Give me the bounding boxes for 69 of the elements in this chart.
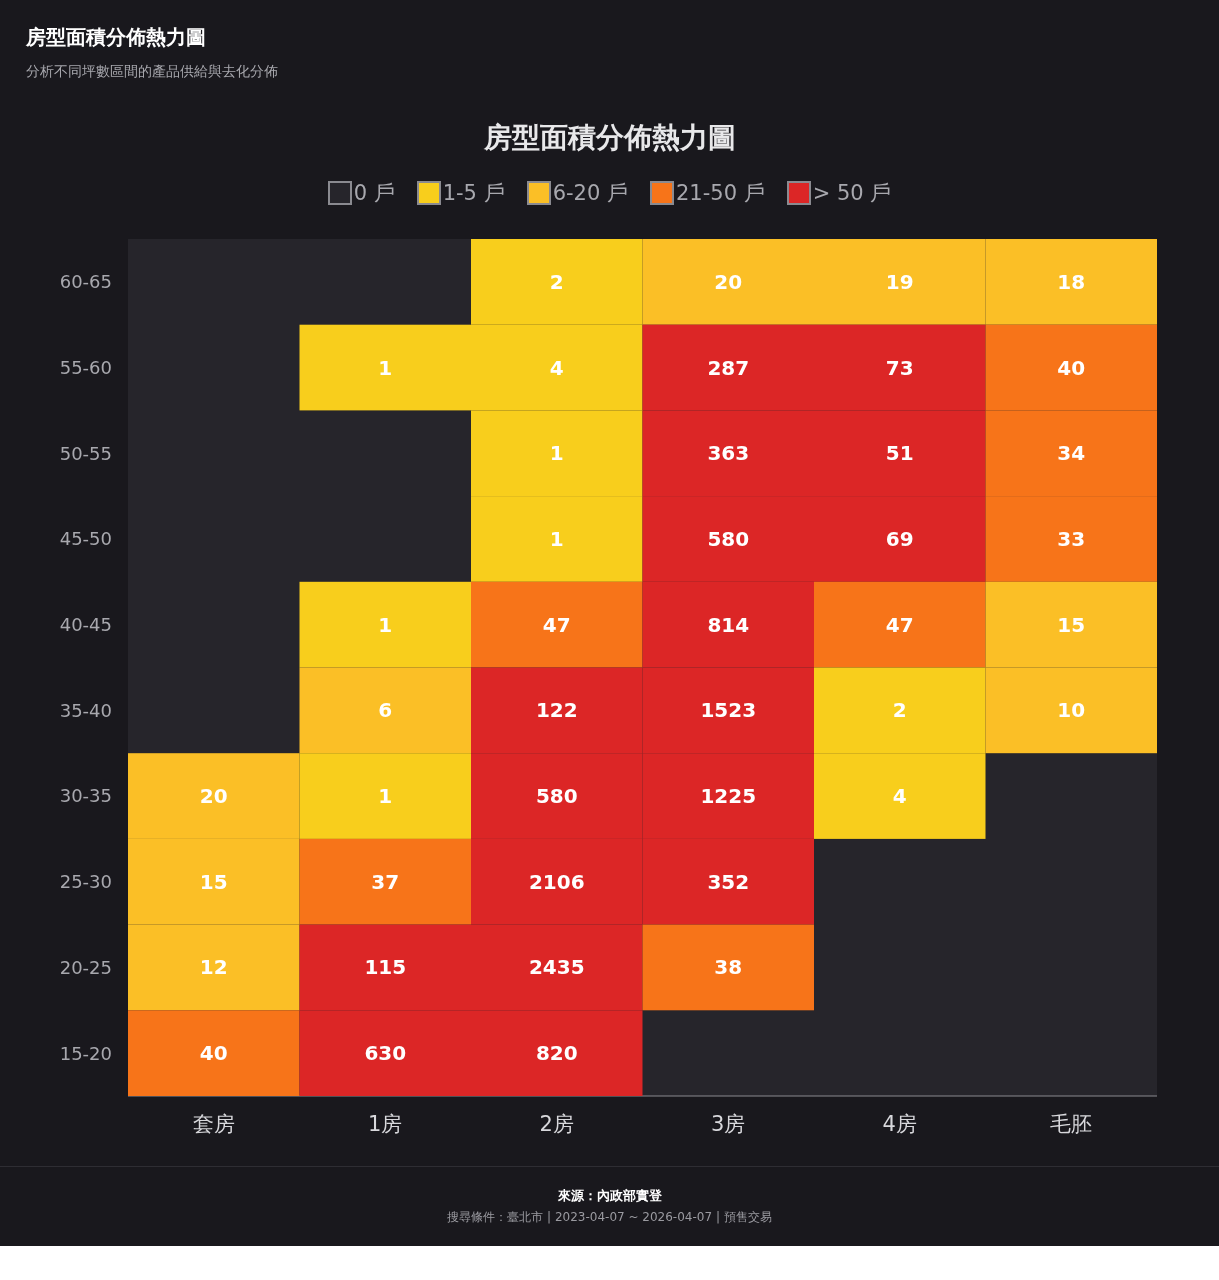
- y-tick-label: 30-35: [59, 785, 112, 807]
- data-label: 814: [707, 612, 750, 637]
- legend-label: 6-20 戶: [552, 180, 628, 207]
- data-label: 122: [535, 698, 578, 723]
- data-label: 2106: [528, 869, 585, 894]
- y-tick-label: 15-20: [59, 1042, 112, 1064]
- data-label: 363: [707, 441, 750, 466]
- text: 搜尋條件：臺北市 | 2023-04-07 ~ 2026-04-07 | 預售交易: [446, 1209, 773, 1226]
- y-tick-label: 55-60: [59, 356, 112, 378]
- data-label: 580: [707, 526, 750, 551]
- data-label: 1225: [700, 784, 757, 809]
- data-label: 40: [199, 1041, 228, 1066]
- y-tick-label: 20-25: [59, 956, 112, 978]
- data-label: 352: [707, 869, 750, 894]
- y-tick-label: 45-50: [59, 528, 112, 550]
- x-tick-label: 3房: [711, 1111, 746, 1136]
- x-tick-label: 毛胚: [1050, 1111, 1093, 1136]
- data-label: 12: [199, 955, 228, 980]
- y-tick-label: 25-30: [59, 871, 112, 893]
- data-label: 51: [885, 441, 914, 466]
- data-label: 34: [1057, 441, 1086, 466]
- data-label: 19: [885, 269, 914, 294]
- legend-label: 1-5 戶: [442, 180, 505, 207]
- data-label: 2435: [528, 955, 585, 980]
- x-tick-label: 2房: [539, 1111, 574, 1136]
- data-label: 580: [535, 784, 578, 809]
- data-label: 20: [199, 784, 228, 809]
- y-tick-label: 35-40: [59, 699, 112, 721]
- data-label: 1: [378, 355, 393, 380]
- chart-subtitle: 分析不同坪數區間的產品供給與去化分佈: [26, 63, 279, 81]
- data-label: 10: [1057, 698, 1086, 723]
- data-label: 20: [714, 269, 743, 294]
- data-label: 38: [714, 955, 743, 980]
- data-label: 287: [707, 355, 750, 380]
- data-label: 4: [892, 784, 907, 809]
- data-label: 6: [378, 698, 393, 723]
- data-label: 1: [378, 612, 393, 637]
- data-label: 115: [364, 955, 407, 980]
- data-label: 40: [1057, 355, 1086, 380]
- data-label: 33: [1057, 526, 1086, 551]
- chart-title: 房型面積分佈熱力圖: [482, 120, 737, 156]
- legend-label: > 50 戶: [812, 180, 892, 207]
- text: 來源：內政部實登: [556, 1187, 663, 1205]
- x-tick-label: 1房: [368, 1111, 403, 1136]
- x-tick-label: 4房: [882, 1111, 917, 1136]
- data-label: 1: [378, 784, 393, 809]
- y-tick-label: 40-45: [59, 614, 112, 636]
- y-tick-label: 60-65: [59, 271, 112, 293]
- data-label: 1: [549, 526, 564, 551]
- data-label: 2: [549, 269, 564, 294]
- chart-title: 房型面積分佈熱力圖: [26, 25, 206, 49]
- data-label: 1523: [700, 698, 757, 723]
- data-label: 47: [885, 612, 914, 637]
- data-label: 1: [549, 441, 564, 466]
- data-label: 15: [1057, 612, 1086, 637]
- data-label: 630: [364, 1041, 407, 1066]
- data-label: 2: [892, 698, 907, 723]
- data-label: 37: [371, 869, 400, 894]
- data-label: 4: [549, 355, 564, 380]
- x-tick-label: 套房: [192, 1111, 235, 1136]
- data-label: 47: [542, 612, 571, 637]
- data-label: 15: [199, 869, 228, 894]
- data-label: 820: [535, 1041, 578, 1066]
- data-label: 18: [1057, 269, 1086, 294]
- data-label: 69: [885, 526, 914, 551]
- legend-label: 21-50 戶: [676, 180, 765, 207]
- legend-label: 0 戶: [353, 180, 395, 207]
- data-label: 73: [885, 355, 914, 380]
- y-tick-label: 50-55: [59, 442, 112, 464]
